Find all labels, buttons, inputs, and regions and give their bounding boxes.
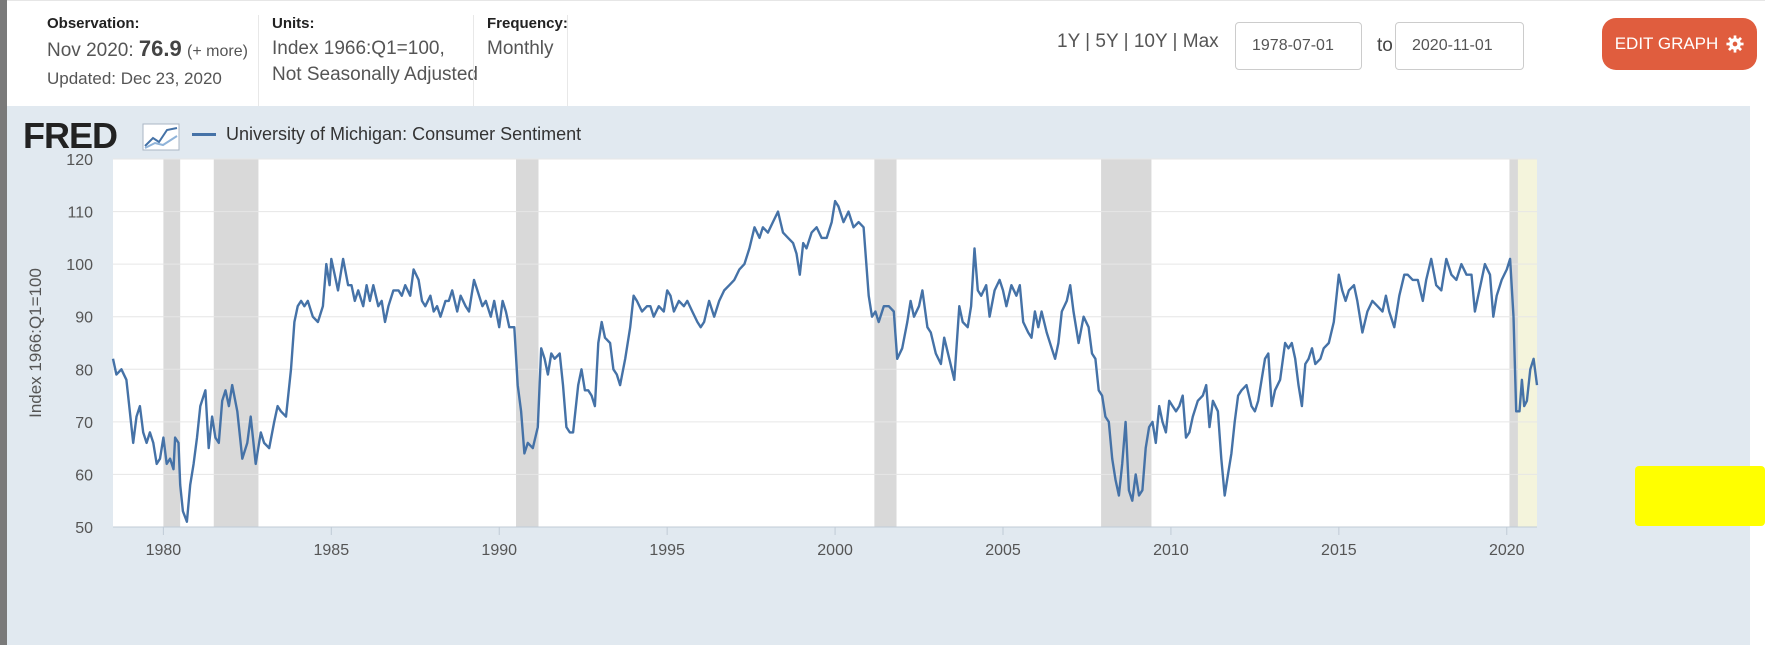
recession-band bbox=[213, 159, 259, 527]
x-tick-label: 2000 bbox=[817, 542, 853, 559]
recession-band bbox=[163, 159, 181, 527]
plot-area bbox=[113, 159, 1537, 527]
legend-series-name: University of Michigan: Consumer Sentime… bbox=[226, 124, 582, 144]
range-separator: | bbox=[1079, 31, 1096, 52]
x-tick-label: 1985 bbox=[314, 542, 350, 559]
fred-logo: FRED bbox=[23, 116, 180, 156]
more-link[interactable]: (+ more) bbox=[187, 43, 248, 60]
divider bbox=[567, 15, 568, 107]
frequency-block: Frequency: Monthly bbox=[487, 15, 568, 62]
units-line2: Not Seasonally Adjusted bbox=[272, 64, 478, 85]
divider bbox=[473, 15, 474, 107]
observation-label: Observation: bbox=[47, 15, 140, 32]
frequency-label: Frequency: bbox=[487, 15, 568, 32]
fred-logo-text: FRED bbox=[23, 116, 117, 156]
units-line1: Index 1966:Q1=100, bbox=[272, 38, 445, 59]
updated-date: Updated: Dec 23, 2020 bbox=[47, 69, 222, 88]
to-label: to bbox=[1377, 35, 1393, 56]
window-border bbox=[0, 0, 7, 645]
gear-icon bbox=[1726, 35, 1744, 53]
x-tick-label: 1990 bbox=[481, 542, 517, 559]
range-separator: | bbox=[1167, 31, 1183, 52]
x-tick-label: 2005 bbox=[985, 542, 1021, 559]
recession-band bbox=[1101, 159, 1152, 527]
y-tick-label: 110 bbox=[67, 205, 93, 222]
edit-graph-button[interactable]: EDIT GRAPH bbox=[1602, 18, 1757, 70]
observation-date: Nov 2020: bbox=[47, 40, 134, 61]
observation-block: Observation: Nov 2020: 76.9 (+ more) Upd… bbox=[47, 15, 248, 89]
yellow-highlight-annotation bbox=[1635, 466, 1765, 526]
x-tick-label: 1980 bbox=[146, 542, 182, 559]
y-tick-label: 80 bbox=[75, 362, 93, 379]
series-line bbox=[111, 199, 1539, 523]
frequency-value: Monthly bbox=[487, 38, 554, 59]
edit-graph-label: EDIT GRAPH bbox=[1614, 34, 1719, 53]
series-metadata-bar: Observation: Nov 2020: 76.9 (+ more) Upd… bbox=[7, 0, 1765, 107]
range-separator: | bbox=[1118, 31, 1134, 52]
x-tick-label: 2020 bbox=[1489, 542, 1525, 559]
y-tick-label: 70 bbox=[75, 415, 93, 432]
observation-value: 76.9 bbox=[138, 36, 182, 61]
y-tick-label: 60 bbox=[75, 467, 93, 484]
divider bbox=[258, 15, 259, 107]
date-range-shortcuts: 1Y | 5Y | 10Y | Max bbox=[1057, 31, 1219, 53]
x-tick-label: 2010 bbox=[1153, 542, 1189, 559]
range-1y[interactable]: 1Y bbox=[1057, 31, 1080, 52]
y-tick-label: 90 bbox=[75, 310, 93, 327]
end-date-input[interactable] bbox=[1395, 22, 1524, 70]
legend-swatch bbox=[192, 133, 216, 136]
x-tick-label: 1995 bbox=[649, 542, 685, 559]
recession-band bbox=[516, 159, 539, 527]
units-label: Units: bbox=[272, 15, 315, 32]
range-max[interactable]: Max bbox=[1182, 31, 1219, 52]
y-axis-label: Index 1966:Q1=100 bbox=[26, 268, 45, 418]
chart-legend: University of Michigan: Consumer Sentime… bbox=[192, 124, 581, 145]
y-tick-label: 100 bbox=[66, 257, 93, 274]
x-tick-label: 2015 bbox=[1321, 542, 1357, 559]
observation-value-line: Nov 2020: 76.9 (+ more) bbox=[47, 36, 248, 65]
line-chart: 50 60 70 80 90 100 110 120 1980 1985 1990 1995 2000 2… bbox=[26, 152, 1539, 559]
range-10y[interactable]: 10Y bbox=[1133, 31, 1168, 52]
range-5y[interactable]: 5Y bbox=[1095, 31, 1119, 52]
recession-band bbox=[874, 159, 897, 527]
units-block: Units: Index 1966:Q1=100, Not Seasonally… bbox=[272, 15, 478, 88]
start-date-input[interactable] bbox=[1235, 22, 1362, 70]
y-tick-label: 120 bbox=[66, 152, 93, 169]
y-tick-label: 50 bbox=[75, 520, 93, 537]
